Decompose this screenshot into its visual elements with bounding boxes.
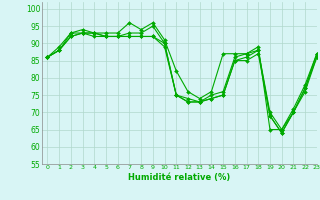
X-axis label: Humidité relative (%): Humidité relative (%): [128, 173, 230, 182]
